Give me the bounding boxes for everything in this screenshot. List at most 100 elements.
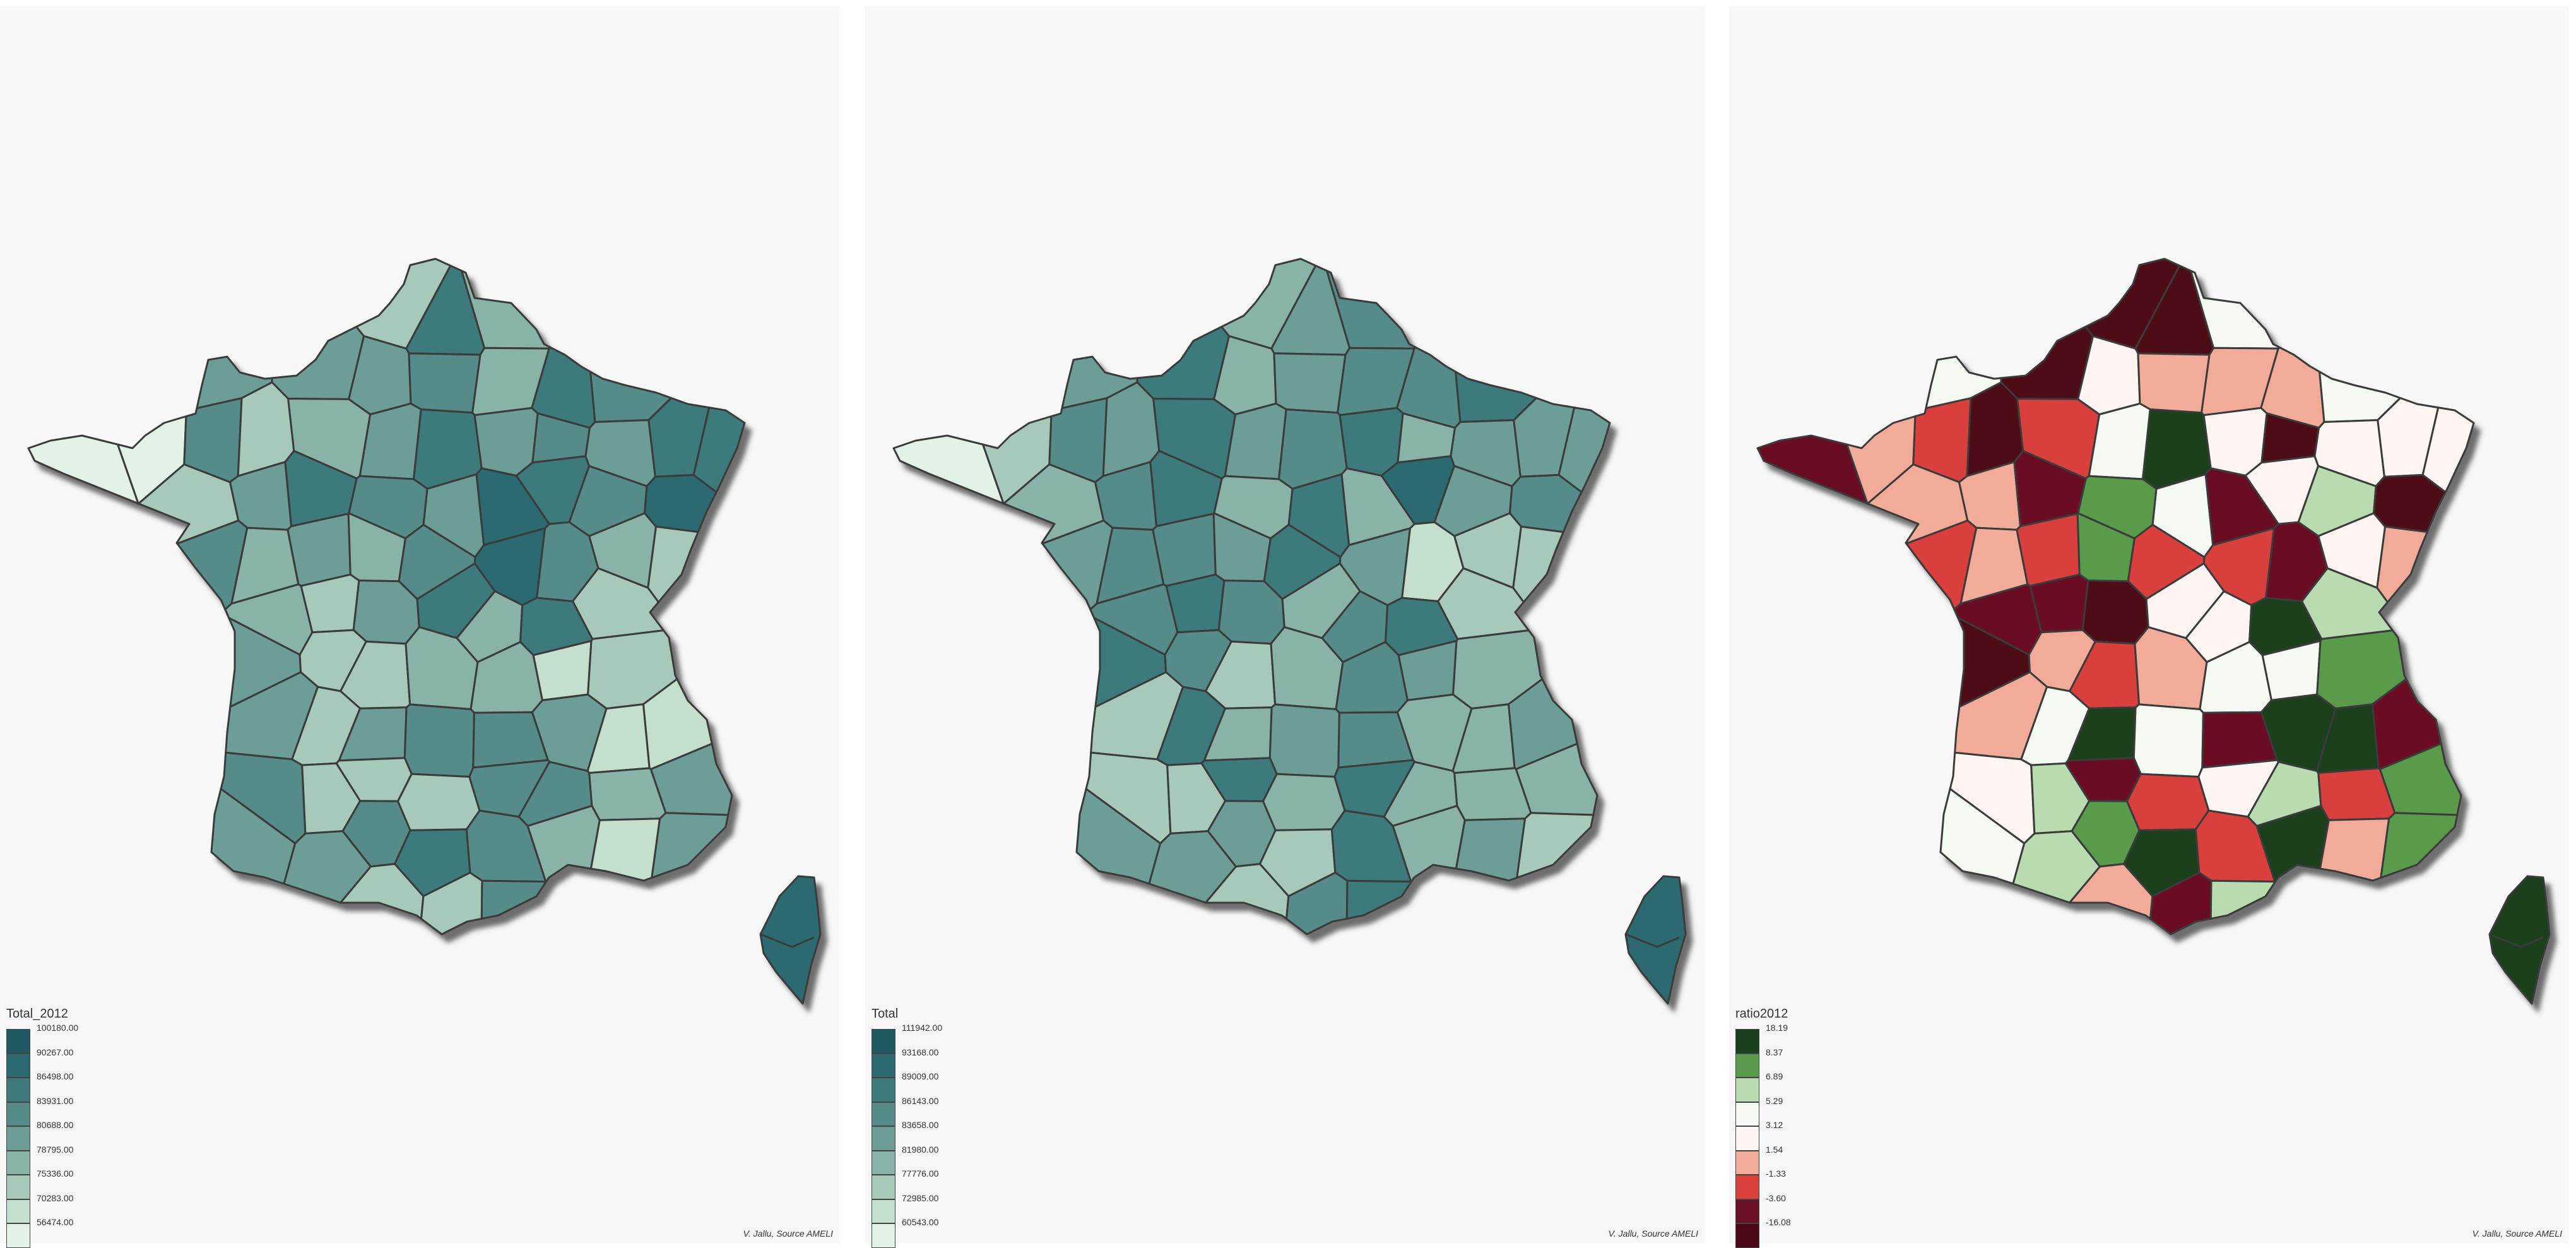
department <box>2376 525 2428 603</box>
source-credit: V. Jallu, Source AMELI <box>1608 1228 1698 1239</box>
legend-row: 1.54 <box>1735 1144 1788 1175</box>
map-panel-total: Total 111942.00 93168.00 89009.00 86143.00 8… <box>865 6 1705 1248</box>
department <box>647 525 699 603</box>
department <box>420 871 483 936</box>
department <box>642 678 713 770</box>
legend-swatch <box>871 1029 895 1054</box>
department <box>1455 371 1538 423</box>
department <box>589 817 661 882</box>
map-legend: Total_2012 100180.00 90267.00 86498.00 8393… <box>6 1007 78 1248</box>
department <box>300 573 360 634</box>
department <box>2149 871 2213 936</box>
department <box>892 434 1005 505</box>
department <box>2137 352 2211 414</box>
legend-row: 100180.00 <box>6 1023 78 1054</box>
legend-swatch <box>1735 1175 1759 1199</box>
choropleth-map <box>27 258 822 1005</box>
legend-title: ratio2012 <box>1735 1007 1788 1021</box>
legend-label: 6.89 <box>1766 1071 1783 1081</box>
legend-label: 56474.00 <box>37 1217 74 1227</box>
department <box>2380 812 2459 879</box>
legend-row: -3.60 <box>1735 1193 1788 1223</box>
legend-row: 83658.00 <box>871 1120 938 1151</box>
department <box>1152 513 1217 587</box>
department <box>1075 788 1162 885</box>
legend-label: -16.08 <box>1766 1217 1791 1227</box>
legend-swatch <box>6 1053 30 1078</box>
department <box>651 812 730 879</box>
corsica-border <box>1625 933 1680 948</box>
legend-swatch <box>1735 1102 1759 1126</box>
department <box>1268 703 1340 778</box>
department <box>1516 812 1595 879</box>
legend-row: 89009.00 <box>871 1071 938 1102</box>
department <box>480 879 547 920</box>
department <box>572 567 665 640</box>
departments-layer <box>1756 258 2551 1005</box>
legend-swatch <box>6 1102 30 1126</box>
legend-label: 111942.00 <box>902 1023 943 1033</box>
legend-label: 83658.00 <box>902 1120 939 1130</box>
department-corsica <box>1624 875 1687 1005</box>
department <box>2421 407 2475 494</box>
legend-row: 78795.00 <box>6 1144 73 1175</box>
legend-row: 93168.00 <box>871 1047 938 1078</box>
legend-swatch <box>871 1053 895 1078</box>
legend-label: 93168.00 <box>902 1047 939 1057</box>
department <box>2190 270 2281 350</box>
department <box>1165 573 1226 634</box>
map-legend: Total 111942.00 93168.00 89009.00 86143.00 8… <box>871 1007 942 1248</box>
legend-row: 83931.00 <box>6 1096 73 1126</box>
corsica-border <box>2489 933 2544 948</box>
department <box>2209 879 2276 920</box>
department <box>1262 773 1346 831</box>
legend-label: 89009.00 <box>902 1071 939 1081</box>
departments-layer <box>27 258 822 1005</box>
department <box>1509 473 1583 533</box>
corsica-border <box>760 933 815 948</box>
legend-label: 3.12 <box>1766 1120 1783 1130</box>
department <box>27 434 139 505</box>
legend-row: -16.08 <box>1735 1217 1791 1248</box>
department <box>2301 567 2394 640</box>
legend-swatch <box>6 1078 30 1102</box>
legend-label: 60543.00 <box>902 1217 939 1227</box>
legend-label: -3.60 <box>1766 1192 1786 1203</box>
department-corsica <box>2488 875 2551 1005</box>
department <box>2372 678 2442 770</box>
department <box>210 788 297 885</box>
legend-swatch <box>1735 1078 1759 1102</box>
department <box>2126 773 2210 831</box>
department <box>2029 573 2089 634</box>
department <box>2319 817 2390 882</box>
legend-label: 75336.00 <box>37 1168 74 1179</box>
legend-swatch <box>6 1199 30 1223</box>
legend-swatch <box>871 1199 895 1223</box>
legend-swatch <box>1735 1150 1759 1175</box>
department <box>2319 371 2402 423</box>
legend-swatch <box>6 1150 30 1175</box>
department <box>1508 678 1578 770</box>
legend-swatch <box>1735 1029 1759 1054</box>
department <box>1326 270 1417 350</box>
department-corsica <box>759 875 822 1005</box>
department <box>403 703 475 778</box>
department <box>2132 703 2204 778</box>
map-legend: ratio2012 18.19 8.37 6.89 5.29 3.12 1.54 -1.33… <box>1735 1007 1791 1248</box>
legend-label: 83931.00 <box>37 1095 74 1106</box>
department <box>2373 473 2447 533</box>
department <box>2016 513 2081 587</box>
legend-label: 1.54 <box>1766 1144 1783 1155</box>
department <box>692 407 746 494</box>
legend-row: 77776.00 <box>871 1168 938 1199</box>
department <box>1939 788 2026 885</box>
department <box>589 371 673 423</box>
legend-row: 3.12 <box>1735 1120 1788 1151</box>
legend-row: 60543.00 <box>871 1217 938 1248</box>
map-panel-total-2012: Total_2012 100180.00 90267.00 86498.00 8393… <box>0 6 839 1248</box>
legend-label: 80688.00 <box>37 1120 74 1130</box>
legend-label: 86498.00 <box>37 1071 74 1081</box>
legend-row: 8.37 <box>1735 1047 1788 1078</box>
department <box>1455 817 1527 882</box>
legend-label: 90267.00 <box>37 1047 74 1057</box>
